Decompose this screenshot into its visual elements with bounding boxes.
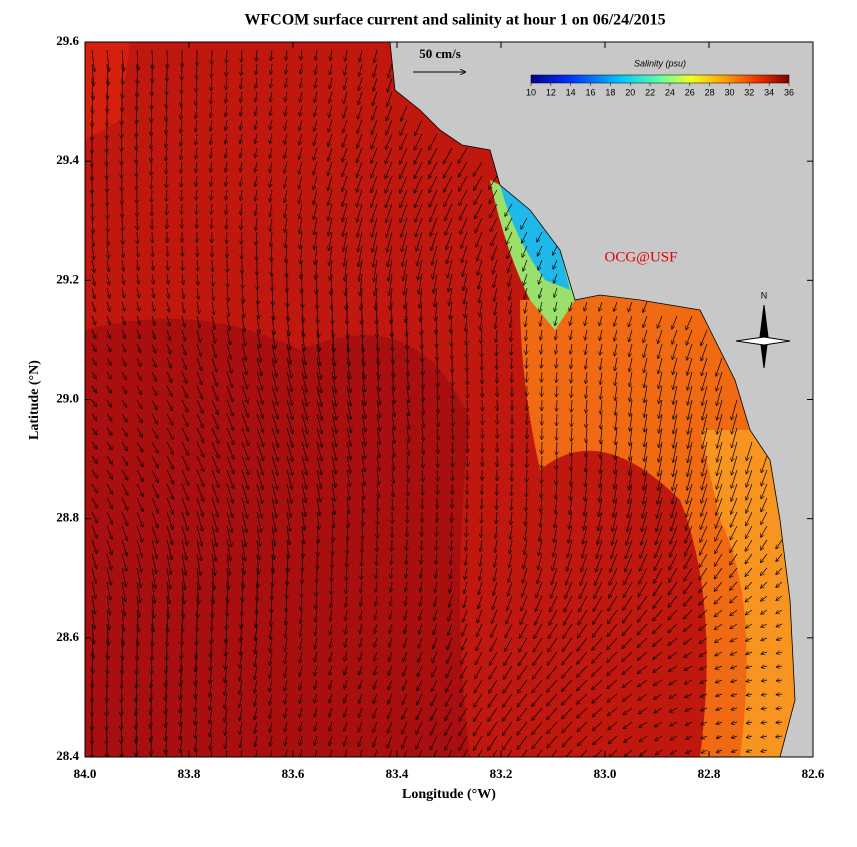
y-tick-label: 29.6 <box>56 33 79 48</box>
colorbar-tick-label: 22 <box>645 87 655 97</box>
y-tick-label: 28.6 <box>56 629 79 644</box>
colorbar-tick-label: 12 <box>546 87 556 97</box>
x-tick-label: 82.6 <box>802 766 825 781</box>
colorbar-tick-label: 26 <box>685 87 695 97</box>
x-tick-label: 83.0 <box>594 766 617 781</box>
colorbar-tick-label: 20 <box>625 87 635 97</box>
y-axis-label: Latitude (°N) <box>27 360 42 440</box>
x-tick-label: 83.8 <box>178 766 201 781</box>
salinity-region <box>85 319 470 757</box>
colorbar-tick-label: 28 <box>705 87 715 97</box>
x-tick-label: 83.2 <box>490 766 513 781</box>
colorbar-tick-label: 14 <box>566 87 576 97</box>
colorbar-title: Salinity (psu) <box>634 58 686 68</box>
y-tick-label: 29.4 <box>56 152 79 167</box>
credit: OCG@USF <box>604 249 677 265</box>
x-tick-label: 82.8 <box>698 766 721 781</box>
y-tick-label: 28.4 <box>56 748 79 763</box>
map-area <box>85 42 813 772</box>
y-tick-label: 29.2 <box>56 271 79 286</box>
colorbar-tick-label: 18 <box>605 87 615 97</box>
colorbar-tick-label: 16 <box>586 87 596 97</box>
scale-label: 50 cm/s <box>419 46 461 61</box>
x-tick-label: 83.4 <box>386 766 409 781</box>
colorbar-tick-label: 32 <box>744 87 754 97</box>
y-tick-label: 29.0 <box>56 390 79 405</box>
compass-label: N <box>761 290 768 300</box>
y-tick-label: 28.8 <box>56 510 79 525</box>
current-arrow <box>467 386 468 398</box>
colorbar <box>531 75 789 83</box>
colorbar-tick-label: 10 <box>526 87 536 97</box>
colorbar-tick-label: 36 <box>784 87 794 97</box>
colorbar-tick-label: 30 <box>724 87 734 97</box>
x-axis-label: Longitude (°W) <box>402 787 496 802</box>
x-tick-label: 84.0 <box>74 766 97 781</box>
title: WFCOM surface current and salinity at ho… <box>244 12 665 29</box>
colorbar-tick-label: 34 <box>764 87 774 97</box>
colorbar-tick-label: 24 <box>665 87 675 97</box>
x-tick-label: 83.6 <box>282 766 305 781</box>
